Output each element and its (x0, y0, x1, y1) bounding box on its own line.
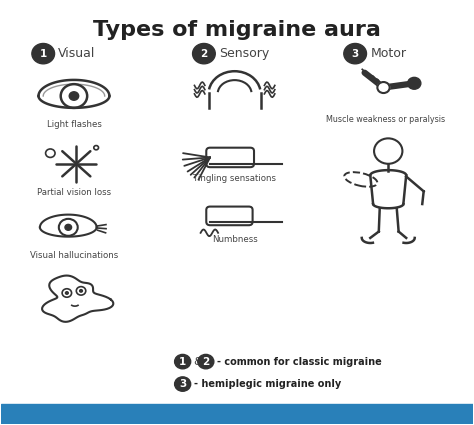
Text: 3: 3 (352, 48, 359, 59)
Circle shape (174, 354, 191, 369)
Circle shape (377, 82, 390, 93)
Text: - common for classic migraine: - common for classic migraine (217, 357, 382, 367)
Text: Types of migraine aura: Types of migraine aura (93, 20, 381, 40)
Text: ID 197211193  © Oleksandr Kovalenko: ID 197211193 © Oleksandr Kovalenko (336, 412, 459, 416)
Text: Muscle weakness or paralysis: Muscle weakness or paralysis (326, 115, 446, 124)
Circle shape (80, 289, 82, 292)
Text: 1: 1 (40, 48, 47, 59)
Text: Visual hallucinations: Visual hallucinations (30, 252, 118, 261)
Text: 1: 1 (179, 357, 186, 367)
Text: 2: 2 (201, 48, 208, 59)
Circle shape (198, 354, 214, 369)
Text: &: & (193, 357, 202, 367)
Text: Sensory: Sensory (219, 47, 269, 60)
Text: - hemiplegic migraine only: - hemiplegic migraine only (193, 379, 341, 389)
Circle shape (65, 224, 72, 230)
Circle shape (408, 77, 421, 89)
Text: 2: 2 (202, 357, 210, 367)
Text: Light flashes: Light flashes (46, 120, 101, 129)
Circle shape (65, 292, 68, 294)
Text: 3: 3 (179, 379, 186, 389)
Circle shape (344, 43, 366, 64)
Text: Numbness: Numbness (212, 235, 257, 244)
Text: dreamstime.com: dreamstime.com (72, 410, 136, 419)
Text: Visual: Visual (58, 47, 96, 60)
Text: Tingling sensations: Tingling sensations (193, 174, 276, 183)
Circle shape (69, 92, 79, 100)
Circle shape (192, 43, 215, 64)
Circle shape (32, 43, 55, 64)
Text: Partial vision loss: Partial vision loss (37, 188, 111, 197)
Circle shape (174, 377, 191, 391)
Bar (0, 404, 474, 424)
Text: Motor: Motor (370, 47, 406, 60)
